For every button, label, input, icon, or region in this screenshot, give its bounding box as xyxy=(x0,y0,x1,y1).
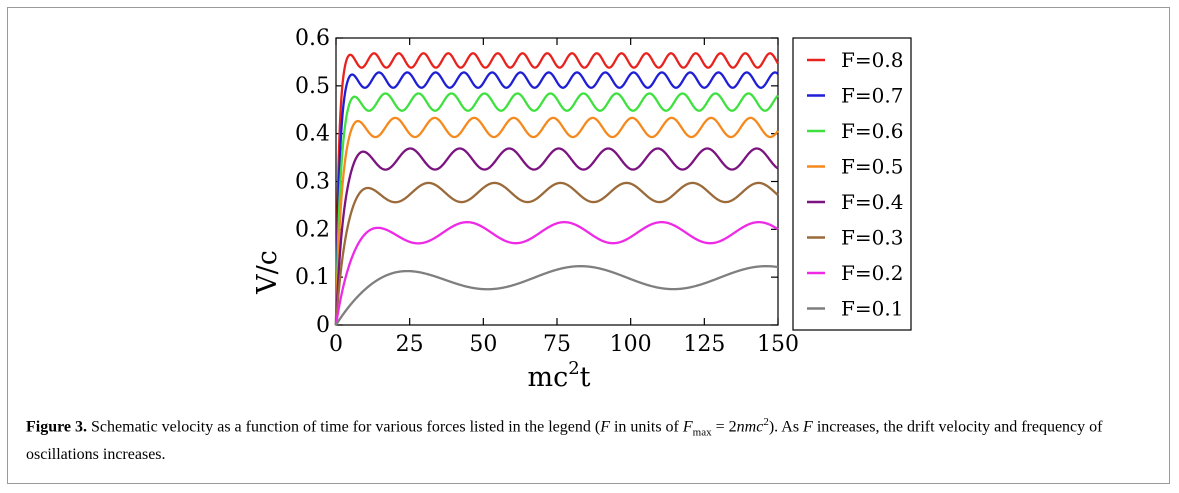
series-line-F-0-7 xyxy=(334,71,779,326)
y-tick-label: 0.2 xyxy=(295,217,330,242)
legend: F=0.8 F=0.7 F=0.6 F=0.5 F=0.4 F=0.3 F=0.2 F=0.1 xyxy=(792,37,912,331)
caption-Fmax-sub: max xyxy=(692,426,712,439)
caption-Fmax: F xyxy=(682,418,693,436)
y-tick-label: 0.1 xyxy=(295,265,330,290)
caption-sup: 2 xyxy=(763,416,769,428)
x-tick-label: 50 xyxy=(469,332,497,357)
legend-entry: F=0.3 xyxy=(841,226,903,250)
caption-text-2: in units of xyxy=(609,418,683,436)
x-tick-label: 75 xyxy=(543,332,571,357)
caption-label: Figure 3. xyxy=(26,418,88,436)
series-line-F-0-2 xyxy=(334,221,779,326)
y-tick-label: 0.3 xyxy=(295,170,330,195)
series-line-F-0-1 xyxy=(335,265,779,326)
x-tick-label: 25 xyxy=(396,332,424,357)
legend-entry: F=0.8 xyxy=(841,48,903,72)
legend-entry: F=0.5 xyxy=(841,155,903,179)
series-line-F-0-5 xyxy=(334,116,779,326)
y-tick-label: 0.5 xyxy=(295,74,330,99)
caption-c: c xyxy=(756,418,764,436)
x-tick-label: 150 xyxy=(757,332,799,357)
x-tick-label: 125 xyxy=(683,332,725,357)
velocity-chart: 0 0.1 0.2 0.3 0.4 0.5 0.6 0 25 50 75 100 125 150 V/c… xyxy=(252,26,912,393)
legend-entry: F=0.6 xyxy=(841,119,903,143)
x-axis-ticks: 0 25 50 75 100 125 150 xyxy=(329,38,799,357)
caption-equals: = 2 xyxy=(711,418,737,436)
x-tick-label: 100 xyxy=(610,332,652,357)
y-axis-label: V/c xyxy=(252,250,283,295)
x-axis-label: mc2t xyxy=(527,358,590,393)
legend-entry: F=0.7 xyxy=(841,84,903,108)
series-line-F-0-3 xyxy=(334,181,779,326)
y-tick-label: 0 xyxy=(316,313,330,338)
legend-box xyxy=(792,37,912,331)
caption-text-4: increases, the drift velocity and freque… xyxy=(26,418,1103,463)
y-tick-label: 0.6 xyxy=(295,26,330,51)
caption-F2: F xyxy=(803,418,813,436)
series-line-F-0-8 xyxy=(334,52,779,326)
caption-text-1: Schematic velocity as a function of time… xyxy=(87,418,601,436)
series-line-F-0-4 xyxy=(334,147,779,326)
series-lines xyxy=(334,52,779,326)
x-tick-label: 0 xyxy=(329,332,343,357)
legend-entry: F=0.2 xyxy=(841,261,903,285)
caption-text-3: ). As xyxy=(768,418,804,436)
caption-m: m xyxy=(744,418,757,436)
series-line-F-0-6 xyxy=(334,92,779,326)
caption-n: n xyxy=(736,418,745,436)
figure-caption: Figure 3. Schematic velocity as a functi… xyxy=(26,412,1146,465)
y-tick-label: 0.4 xyxy=(295,122,330,147)
legend-entry: F=0.4 xyxy=(841,190,903,214)
y-axis-ticks: 0 0.1 0.2 0.3 0.4 0.5 0.6 xyxy=(295,26,778,338)
caption-F: F xyxy=(600,418,610,436)
legend-entry: F=0.1 xyxy=(841,297,903,321)
